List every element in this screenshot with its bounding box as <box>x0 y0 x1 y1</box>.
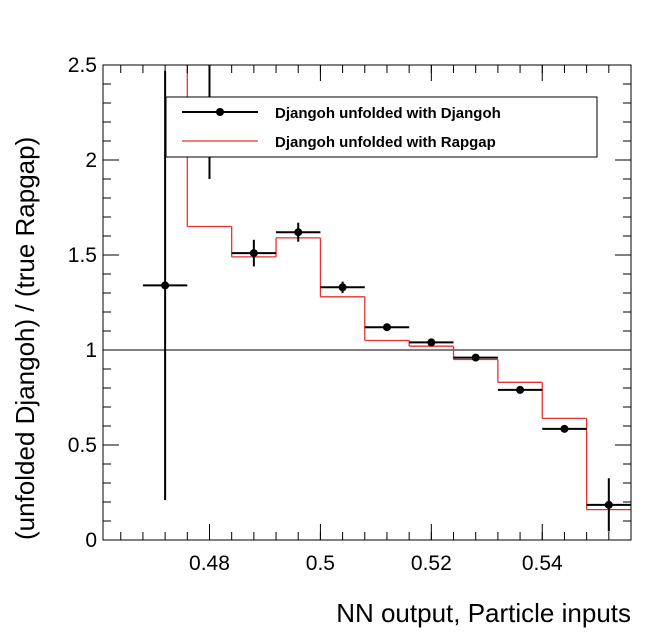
data-point <box>471 353 480 362</box>
y-tick-label: 1.5 <box>68 244 97 267</box>
y-axis-label: (unfolded Djangoh) / (true Rapgap) <box>10 137 40 540</box>
data-point <box>294 228 303 237</box>
data-point <box>382 323 391 332</box>
data-point <box>604 500 613 509</box>
x-axis-label: NN output, Particle inputs <box>336 598 631 628</box>
legend-label: Djangoh unfolded with Rapgap <box>275 134 496 151</box>
y-tick-label: 1 <box>85 339 97 362</box>
x-tick-label: 0.52 <box>411 552 452 575</box>
x-tick-label: 0.54 <box>522 552 563 575</box>
data-point <box>249 249 258 258</box>
plot-frame <box>102 64 632 541</box>
data-point <box>161 281 170 290</box>
legend-swatch-point <box>216 108 224 116</box>
plot-area <box>103 65 631 532</box>
data-point <box>427 338 436 347</box>
legend-label: Djangoh unfolded with Djangoh <box>275 105 501 122</box>
y-tick-label: 2 <box>85 149 97 172</box>
data-point <box>560 424 569 433</box>
x-tick-label: 0.48 <box>189 552 230 575</box>
data-point <box>338 283 347 292</box>
legend-box <box>165 96 598 158</box>
data-point <box>516 385 525 394</box>
y-tick-label: 0.5 <box>68 434 97 457</box>
y-tick-label: 0 <box>85 529 97 552</box>
x-tick-label: 0.5 <box>306 552 335 575</box>
y-tick-label: 2.5 <box>68 54 97 77</box>
